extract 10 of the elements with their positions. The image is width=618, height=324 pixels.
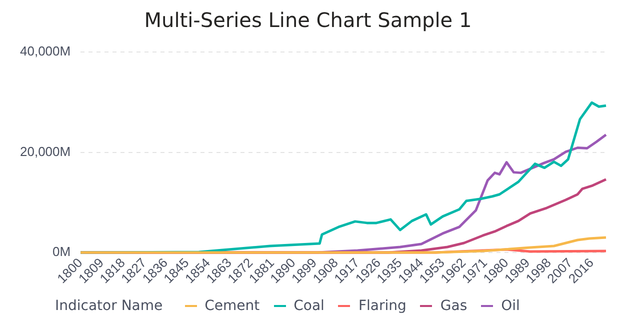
legend-label: Cement: [204, 298, 260, 314]
y-tick-label: 20,000M: [20, 144, 71, 159]
legend-title: Indicator Name: [55, 298, 163, 314]
y-tick-label: 0M: [52, 244, 71, 260]
legend-label: Flaring: [358, 298, 406, 314]
legend-label: Oil: [501, 298, 520, 314]
legend-label: Coal: [294, 298, 324, 314]
chart-title: Multi-Series Line Chart Sample 1: [144, 8, 472, 32]
legend-label: Gas: [440, 298, 468, 314]
y-tick-label: 40,000M: [20, 44, 71, 59]
